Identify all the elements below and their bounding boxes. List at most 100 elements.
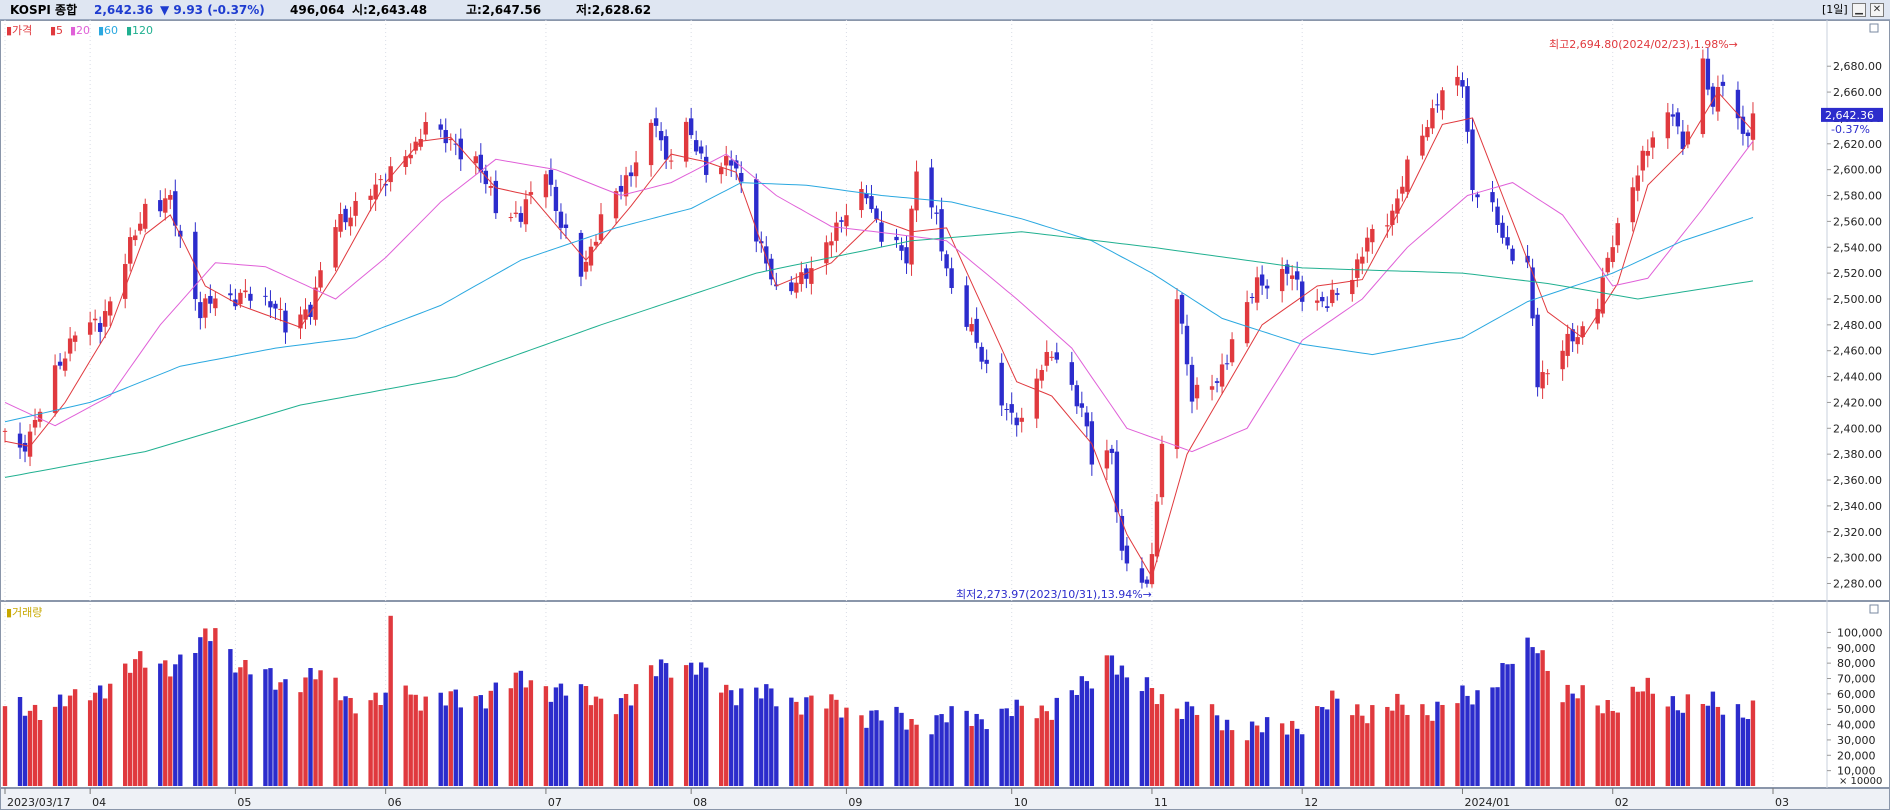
volume-bar	[408, 694, 413, 786]
volume-bar	[52, 706, 58, 786]
volume-bar	[668, 677, 674, 786]
date-tick-label: 12	[1304, 796, 1318, 809]
candle-body	[17, 433, 23, 448]
candle-body	[1109, 448, 1115, 453]
volume-bar	[168, 676, 173, 786]
volume-bar	[1019, 705, 1024, 786]
candle-body	[633, 162, 639, 177]
date-tick-label: 10	[1014, 796, 1028, 809]
stock-chart[interactable]: 2,280.00 2,300.00 2,320.00 2,340.00 2,360.00…	[0, 20, 1890, 811]
volume-bar	[774, 706, 779, 786]
candle-body	[1740, 116, 1746, 134]
volume-bar	[1645, 677, 1650, 786]
volume-bar	[1635, 691, 1640, 786]
candle-body	[1009, 404, 1014, 413]
candle-body	[1465, 86, 1470, 132]
close-icon[interactable]: ✕	[1870, 3, 1884, 17]
candle-body	[1495, 206, 1500, 225]
volume-bar	[949, 706, 954, 786]
high-annotation: 최고2,694.80(2024/02/23),1.98%→	[1549, 38, 1738, 51]
candle-body	[869, 196, 874, 210]
candle-body	[143, 203, 148, 229]
volume-bar	[72, 689, 78, 786]
date-tick-label: 04	[92, 796, 106, 809]
volume-bar	[1320, 707, 1325, 786]
volume-bar	[934, 715, 939, 786]
volume-bar	[729, 690, 734, 786]
volume-bar	[623, 693, 629, 786]
volume-bar	[1565, 684, 1570, 786]
candle-body	[448, 138, 453, 141]
candle-body	[438, 124, 443, 130]
volume-bar	[578, 684, 584, 786]
candle-body	[1400, 186, 1405, 194]
candle-body	[1144, 579, 1150, 584]
volume-bar	[1254, 725, 1260, 786]
open-price: 시:2,643.48	[352, 3, 428, 17]
candle-body	[1300, 281, 1305, 302]
candle-body	[1715, 86, 1721, 112]
volume-bar	[1705, 705, 1711, 786]
volume-bar	[834, 699, 839, 786]
volume-bar	[478, 695, 483, 786]
candle-body	[248, 293, 253, 301]
volume-bar	[1385, 706, 1390, 786]
volume-bar	[1490, 687, 1495, 786]
candle-body	[653, 118, 659, 126]
moving-average-line-5	[4, 91, 1754, 579]
candle-body	[548, 169, 554, 185]
candle-body	[128, 237, 133, 264]
candle-body	[62, 358, 68, 371]
candle-body	[558, 211, 564, 228]
volume-bar	[343, 696, 348, 786]
period-selector[interactable]: [1일]	[1822, 3, 1848, 16]
candle-body	[228, 293, 233, 296]
volume-bar	[1460, 685, 1465, 786]
volume-bar	[979, 719, 984, 786]
candle-body	[1615, 223, 1620, 246]
volume-bar	[67, 695, 73, 786]
volume-tick-label: 10,000	[1837, 765, 1876, 778]
volume-bar	[508, 688, 514, 786]
candle-body	[1435, 104, 1440, 106]
candle-body	[518, 213, 524, 222]
candle-body	[1685, 131, 1691, 145]
candle-body	[1355, 259, 1360, 278]
candle-body	[1570, 329, 1575, 342]
volume-bar	[248, 674, 253, 786]
volume-bar	[1420, 704, 1425, 786]
candle-body	[623, 175, 629, 197]
price-tick-label: 2,460.00	[1833, 345, 1882, 358]
candle-body	[729, 160, 734, 166]
volume-bar	[1154, 704, 1160, 786]
volume-bar	[944, 722, 949, 786]
volume-bar	[1605, 700, 1610, 786]
volume-bar	[1219, 730, 1225, 786]
candle-body	[553, 186, 559, 211]
volume-tick-label: 20,000	[1837, 749, 1876, 762]
price-tick-label: 2,540.00	[1833, 241, 1882, 254]
volume-tick-label: 60,000	[1837, 688, 1876, 701]
volume-bar	[1229, 730, 1235, 786]
candle-body	[2, 430, 8, 432]
candle-body	[203, 298, 208, 318]
date-tick-label: 05	[237, 796, 251, 809]
volume-bar	[453, 689, 458, 786]
price-change: ▼ 9.93 (-0.37%)	[160, 3, 265, 17]
candle-body	[1535, 314, 1540, 388]
x-axis-bar	[0, 788, 1890, 810]
minimize-icon[interactable]: ▁	[1852, 3, 1866, 17]
volume-bar	[268, 668, 273, 786]
candle-body	[1219, 364, 1225, 387]
candle-body	[1670, 114, 1676, 117]
volume-bar	[799, 714, 804, 786]
volume-tick-label: 30,000	[1837, 734, 1876, 747]
candle-body	[1174, 299, 1180, 450]
volume-bar	[458, 707, 463, 786]
price-tick-label: 2,380.00	[1833, 448, 1882, 461]
candle-body	[1034, 378, 1039, 419]
volume-bar	[138, 651, 143, 786]
candle-body	[1114, 451, 1120, 513]
candle-body	[318, 270, 323, 288]
candle-body	[583, 261, 589, 272]
